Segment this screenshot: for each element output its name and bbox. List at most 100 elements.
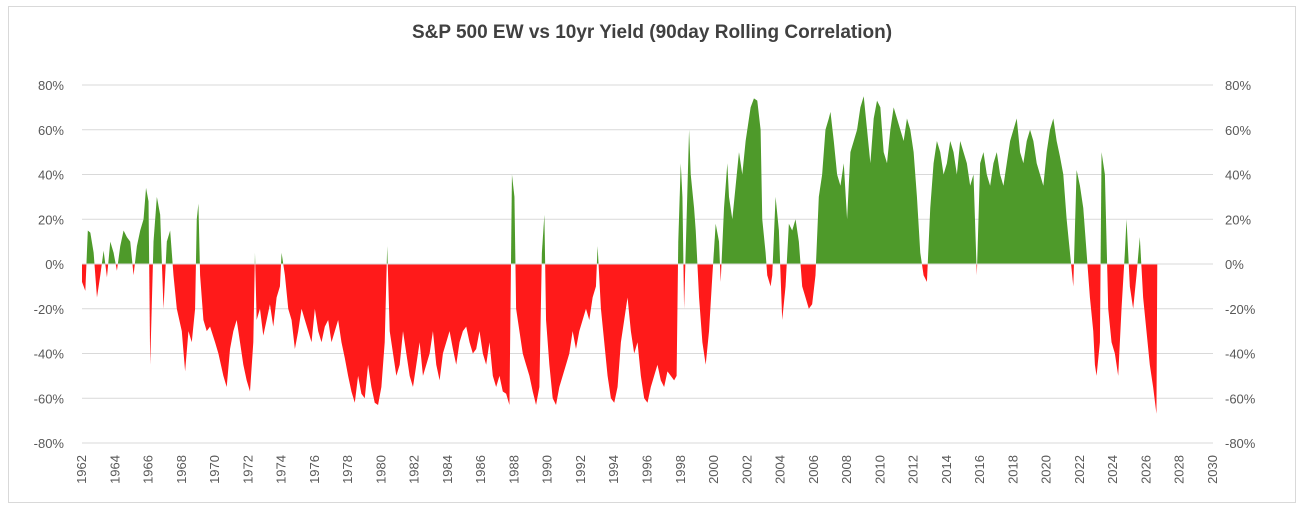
negative-correlation-area <box>199 264 255 392</box>
x-tick-label: 1966 <box>141 455 156 484</box>
negative-correlation-area <box>921 264 928 282</box>
x-tick-label: 1986 <box>473 455 488 484</box>
positive-correlation-area <box>134 187 150 264</box>
negative-correlation-area <box>1128 264 1138 309</box>
chart-title: S&P 500 EW vs 10yr Yield (90day Rolling … <box>411 22 893 43</box>
x-tick-label: 1982 <box>407 455 422 484</box>
negative-correlation-area <box>1107 264 1125 376</box>
x-tick-label: 1996 <box>640 455 655 484</box>
y-tick-label-right: 40% <box>1225 168 1251 183</box>
y-tick-label-left: 80% <box>38 78 64 93</box>
negative-correlation-area <box>283 264 387 405</box>
negative-correlation-area <box>697 264 714 365</box>
y-tick-label-right: -40% <box>1225 347 1256 362</box>
y-tick-label-left: -40% <box>34 347 65 362</box>
x-tick-label: 1984 <box>440 455 455 484</box>
x-tick-label: 1962 <box>74 455 89 484</box>
x-tick-label: 2024 <box>1105 455 1120 484</box>
positive-correlation-area <box>977 118 1072 264</box>
y-tick-label-right: 0% <box>1225 257 1244 272</box>
x-tick-label: 2018 <box>1005 455 1020 484</box>
y-tick-label-left: -20% <box>34 302 65 317</box>
y-tick-label-left: -80% <box>34 436 65 451</box>
y-tick-label-right: -80% <box>1225 436 1256 451</box>
negative-correlation-area <box>132 264 135 276</box>
x-tick-label: 2028 <box>1172 455 1187 484</box>
negative-correlation-area <box>780 264 787 320</box>
negative-correlation-area <box>161 264 166 309</box>
x-tick-label: 2022 <box>1072 455 1087 484</box>
negative-correlation-area <box>82 264 87 291</box>
positive-correlation-area <box>677 163 684 264</box>
x-tick-label: 1990 <box>540 455 555 484</box>
x-tick-label: 1994 <box>606 455 621 484</box>
positive-correlation-area <box>1073 170 1088 264</box>
positive-correlation-area <box>101 250 106 264</box>
negative-correlation-area <box>1141 264 1158 414</box>
positive-correlation-area <box>117 230 133 264</box>
negative-correlation-area <box>766 264 773 287</box>
positive-correlation-area <box>815 96 922 264</box>
y-tick-label-left: 60% <box>38 123 64 138</box>
positive-correlation-area <box>195 203 200 264</box>
positive-correlation-area <box>786 219 801 264</box>
x-tick-label: 1988 <box>506 455 521 484</box>
positive-correlation-area <box>721 98 767 265</box>
positive-correlation-area <box>281 252 284 264</box>
positive-correlation-area <box>927 140 977 264</box>
x-tick-label: 1964 <box>107 455 122 484</box>
y-tick-label-left: 20% <box>38 212 64 227</box>
positive-correlation-area <box>86 230 95 264</box>
positive-correlation-area <box>510 174 516 264</box>
y-tick-label-right: -20% <box>1225 302 1256 317</box>
positive-correlation-area <box>386 246 388 264</box>
x-tick-label: 1976 <box>307 455 322 484</box>
x-tick-label: 2008 <box>839 455 854 484</box>
y-tick-label-right: -60% <box>1225 391 1256 406</box>
x-tick-label: 1972 <box>240 455 255 484</box>
x-tick-label: 2020 <box>1039 455 1054 484</box>
y-tick-label-left: 40% <box>38 168 64 183</box>
x-tick-label: 2026 <box>1138 455 1153 484</box>
y-tick-label-right: 20% <box>1225 212 1251 227</box>
negative-correlation-area <box>387 264 511 405</box>
positive-correlation-area <box>541 214 546 264</box>
x-tick-label: 1970 <box>207 455 222 484</box>
negative-correlation-area <box>598 264 678 403</box>
negative-correlation-area <box>255 264 282 336</box>
negative-correlation-area <box>719 264 722 282</box>
positive-correlation-area <box>152 196 162 264</box>
negative-correlation-area <box>149 264 153 365</box>
negative-correlation-area <box>683 264 686 309</box>
x-tick-label: 2000 <box>706 455 721 484</box>
positive-correlation-area <box>165 230 173 264</box>
negative-correlation-area <box>115 264 118 271</box>
x-tick-label: 2012 <box>906 455 921 484</box>
negative-correlation-area <box>800 264 816 309</box>
x-tick-label: 2010 <box>872 455 887 484</box>
x-tick-label: 1978 <box>340 455 355 484</box>
x-tick-label: 1992 <box>573 455 588 484</box>
y-tick-label-left: 0% <box>45 257 64 272</box>
negative-correlation-area <box>1087 264 1101 376</box>
negative-correlation-area <box>94 264 102 298</box>
negative-correlation-area <box>545 264 597 405</box>
x-tick-label: 2002 <box>739 455 754 484</box>
y-tick-label-left: -60% <box>34 391 65 406</box>
negative-correlation-area <box>172 264 196 372</box>
positive-correlation-area <box>1137 237 1142 264</box>
positive-correlation-area <box>108 241 116 264</box>
y-tick-label-right: 60% <box>1225 123 1251 138</box>
positive-correlation-area <box>596 246 599 264</box>
x-tick-label: 2004 <box>773 455 788 484</box>
negative-correlation-area <box>105 264 109 278</box>
x-tick-label: 2006 <box>806 455 821 484</box>
x-tick-label: 2014 <box>939 455 954 484</box>
positive-correlation-area <box>713 223 720 264</box>
x-tick-label: 2016 <box>972 455 987 484</box>
negative-correlation-area <box>976 264 978 276</box>
x-tick-label: 1974 <box>274 455 289 484</box>
x-tick-label: 1980 <box>373 455 388 484</box>
negative-correlation-area <box>1071 264 1074 287</box>
